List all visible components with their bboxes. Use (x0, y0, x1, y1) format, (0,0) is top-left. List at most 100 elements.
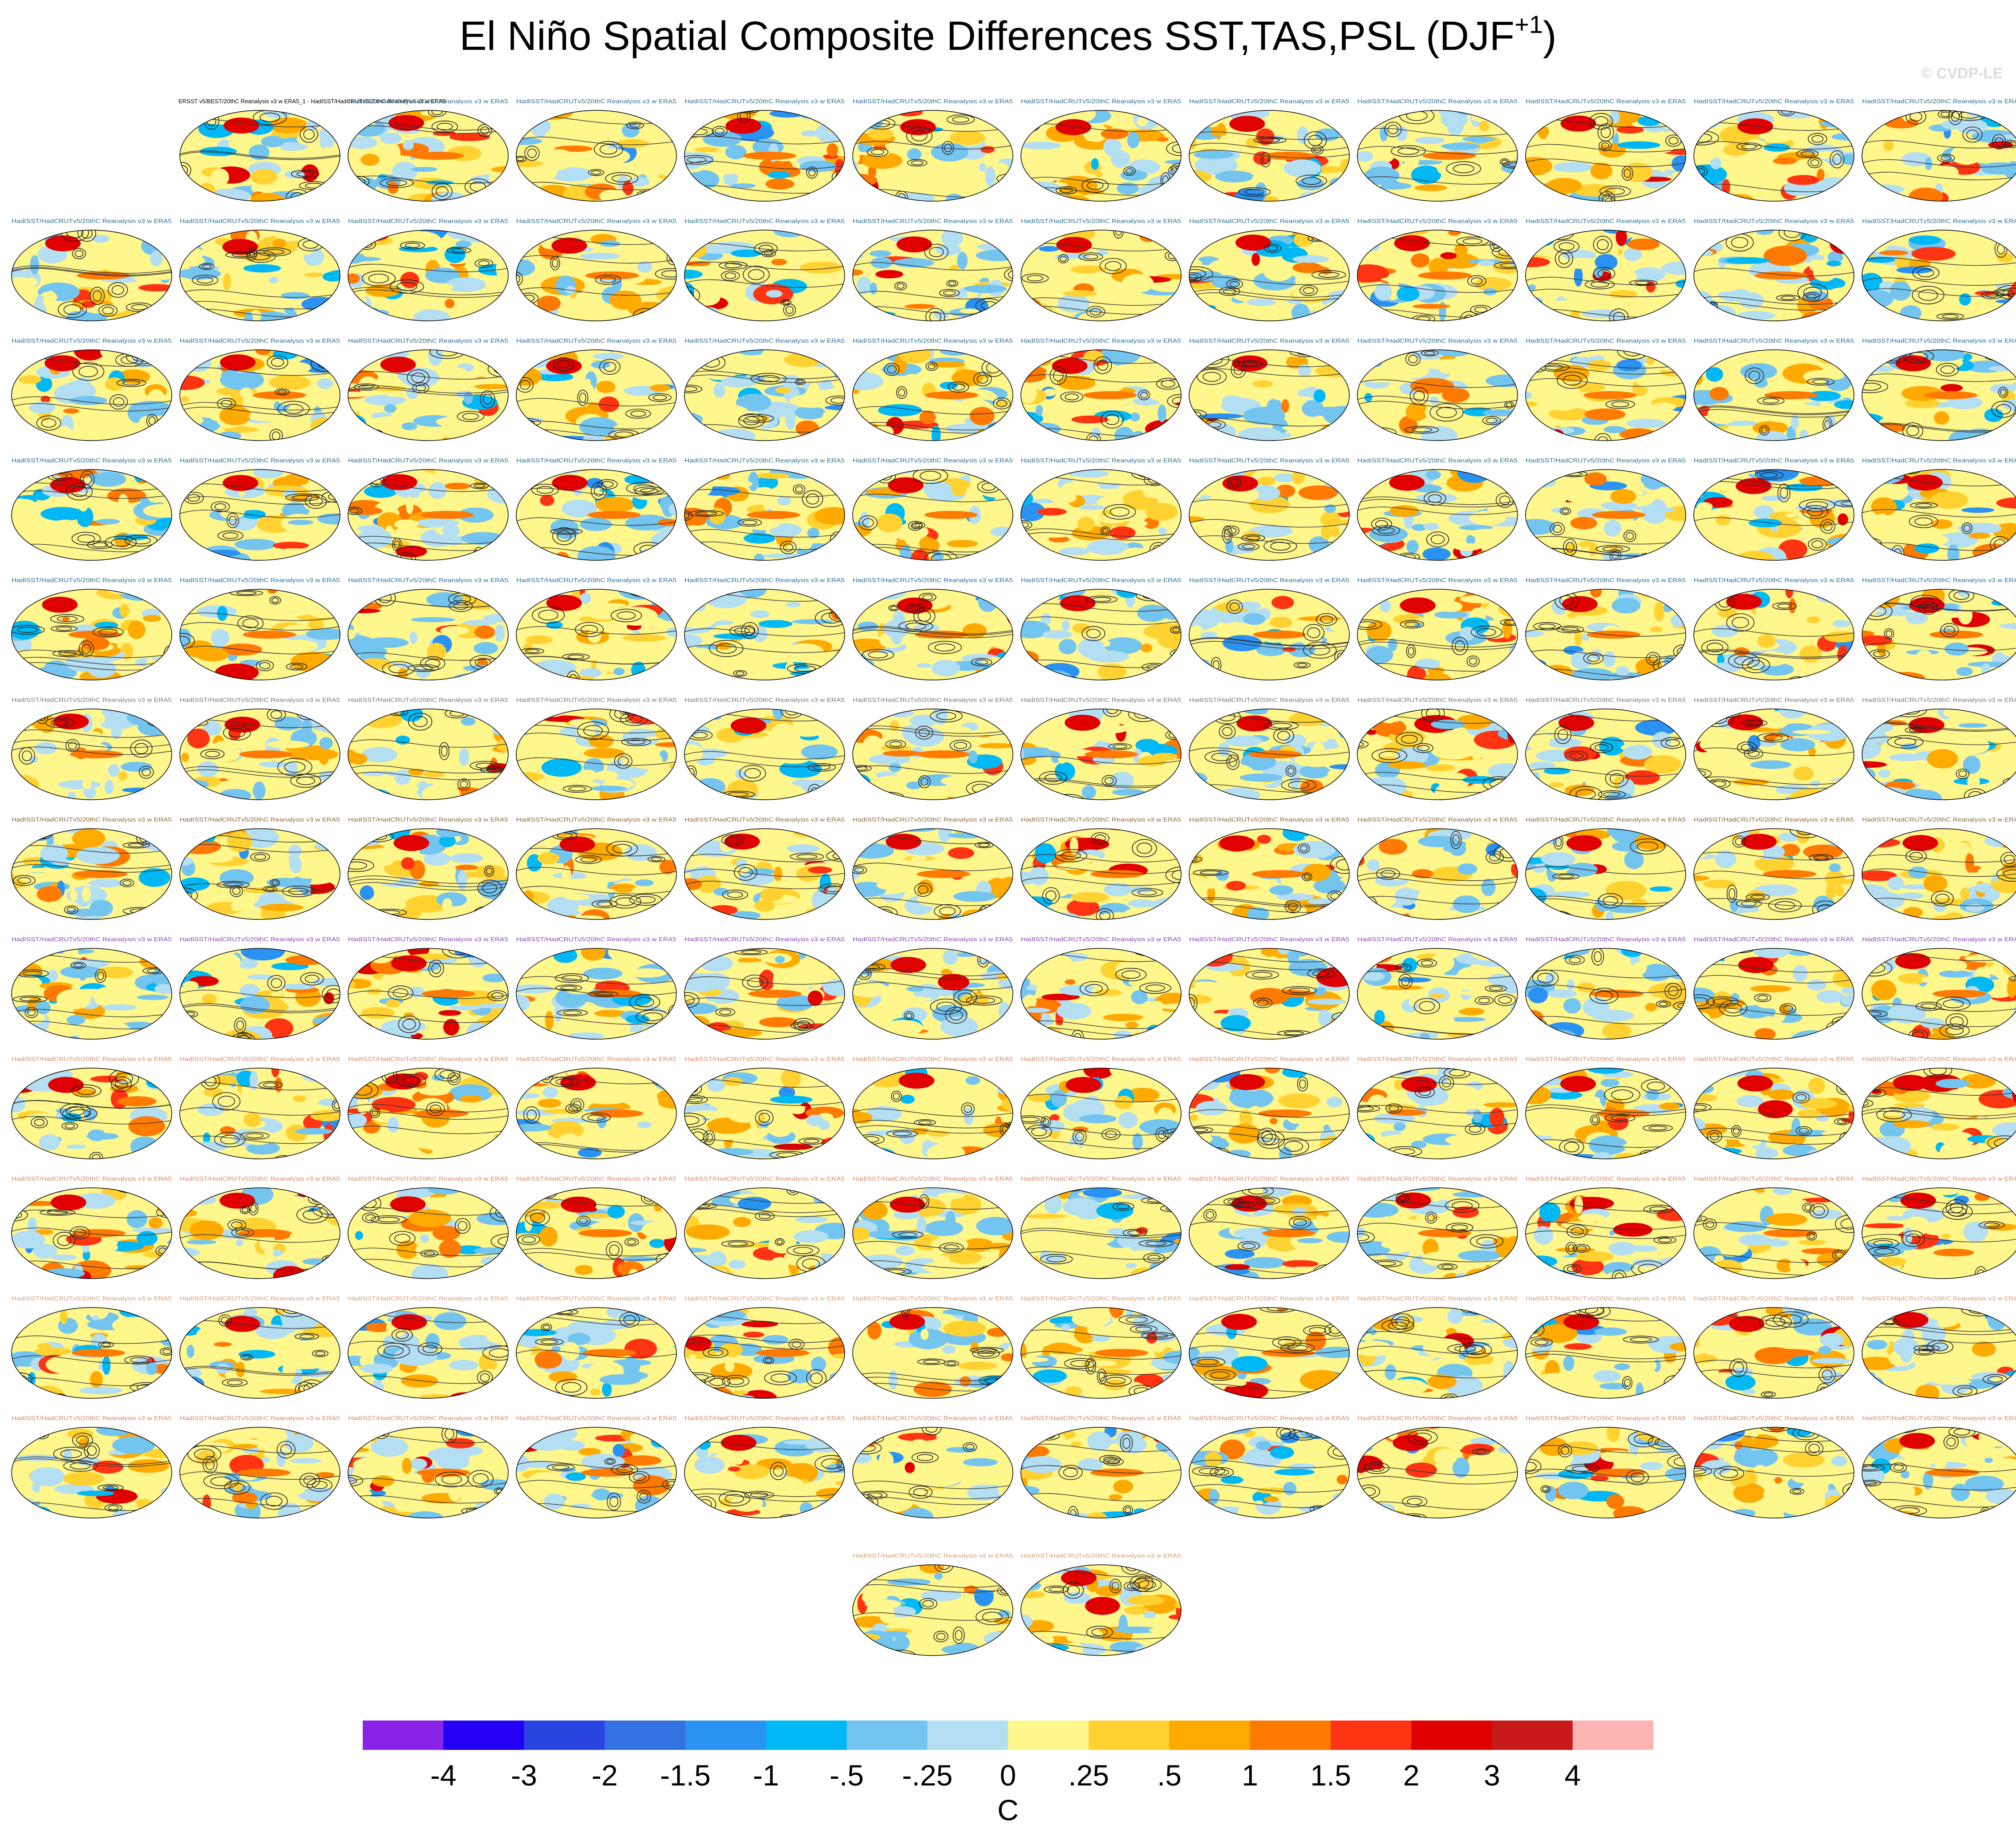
contour (684, 371, 845, 379)
map-blob (536, 372, 573, 381)
contour (1676, 418, 1686, 429)
contour (180, 402, 340, 411)
map-blob (527, 314, 539, 321)
panel-label: HadISST/HadCRUTv5/20thC Reanalysis v3 w … (1189, 98, 1349, 105)
contour (725, 272, 737, 279)
contour (1166, 669, 1180, 676)
contour (1569, 753, 1584, 760)
map-blob (1866, 232, 1889, 252)
map-blob (45, 235, 81, 251)
panel-label: HadISST/HadCRUTv5/20thC Reanalysis v3 w … (1694, 577, 1854, 583)
map-panel: HadISST/HadCRUTv5/20thC Reanalysis v3 w … (348, 577, 509, 680)
contour (12, 657, 172, 665)
panel-label: HadISST/HadCRUTv5/20thC Reanalysis v3 w … (1526, 577, 1686, 583)
map-blob (1380, 599, 1391, 613)
contour (1589, 113, 1613, 130)
map-blob (181, 753, 189, 762)
map-blob (440, 626, 470, 636)
map-blob (1469, 230, 1479, 233)
contour (516, 274, 520, 283)
map-blob (1072, 623, 1091, 634)
contour (1189, 350, 1197, 361)
contour (1408, 355, 1418, 364)
contour (830, 397, 845, 404)
map-field (1526, 709, 1686, 800)
map-outline (179, 469, 340, 561)
map-blob (863, 735, 883, 754)
map-blob (1526, 196, 1569, 201)
map-blob (493, 181, 507, 187)
map-blob (603, 647, 611, 657)
map-blob (684, 673, 714, 680)
map-blob (222, 239, 258, 255)
contour (1712, 312, 1725, 321)
map-blob (516, 110, 530, 116)
map-blob (348, 361, 364, 372)
map-blob (663, 602, 676, 619)
map-blob (692, 617, 721, 622)
map-blob (1048, 536, 1070, 543)
contour (51, 719, 69, 726)
map-blob (253, 781, 266, 800)
contour (1526, 794, 1534, 800)
map-blob (795, 420, 819, 437)
map-blob (491, 709, 508, 717)
map-blob (1546, 178, 1582, 194)
map-field (853, 709, 1013, 800)
map-blob (911, 549, 929, 560)
map-outline (179, 110, 340, 202)
map-blob (1440, 252, 1457, 259)
map-blob (826, 121, 845, 134)
map-blob (1282, 647, 1296, 652)
map-blob (1947, 396, 1983, 409)
contour (271, 598, 279, 603)
map-blob (655, 728, 676, 740)
map-blob (1321, 424, 1341, 435)
panel-label: HadISST/HadCRUTv5/20thC Reanalysis v3 w … (516, 696, 676, 703)
map-blob (541, 758, 582, 777)
contour (217, 530, 243, 541)
contour (1736, 142, 1762, 151)
panel-label: HadISST/HadCRUTv5/20thC Reanalysis v3 w … (516, 457, 676, 464)
panel-label: HadISST/HadCRUTv5/20thC Reanalysis v3 w … (1189, 457, 1349, 464)
map-blob (1995, 283, 2012, 289)
map-blob (1065, 714, 1101, 731)
map-blob (88, 473, 124, 479)
panel-label: HadISST/HadCRUTv5/20thC Reanalysis v3 w … (1357, 457, 1518, 464)
map-blob (12, 589, 46, 594)
map-blob (609, 291, 642, 310)
contour (63, 304, 81, 315)
contour (1396, 732, 1423, 746)
map-field (1021, 470, 1181, 560)
map-blob (497, 737, 508, 753)
map-blob (473, 709, 508, 717)
map-blob (1129, 589, 1163, 594)
map-blob (1700, 736, 1733, 753)
map-blob (545, 127, 574, 146)
contour (1021, 616, 1181, 625)
map-blob (1870, 194, 1884, 201)
map-blob (428, 350, 443, 366)
map-blob (420, 283, 453, 291)
map-blob (1033, 350, 1046, 361)
map-blob (255, 350, 271, 356)
map-blob (1985, 470, 2009, 477)
map-blob (1154, 350, 1177, 360)
map-blob (1862, 424, 1884, 441)
map-blob (660, 610, 676, 621)
contour (283, 404, 304, 414)
map-blob (1537, 472, 1550, 482)
map-blob (1659, 549, 1678, 559)
contour (737, 518, 762, 527)
contour (1500, 619, 1518, 626)
panel-label: HadISST/HadCRUTv5/20thC Reanalysis v3 w … (180, 337, 340, 344)
map-blob (1982, 629, 2000, 641)
map-blob (139, 350, 172, 353)
map-blob (945, 424, 987, 433)
map-blob (542, 158, 571, 170)
map-blob (1435, 783, 1462, 800)
map-blob (731, 183, 756, 188)
map-blob (598, 122, 610, 140)
map-blob (1364, 310, 1386, 321)
map-outline (1525, 230, 1686, 321)
